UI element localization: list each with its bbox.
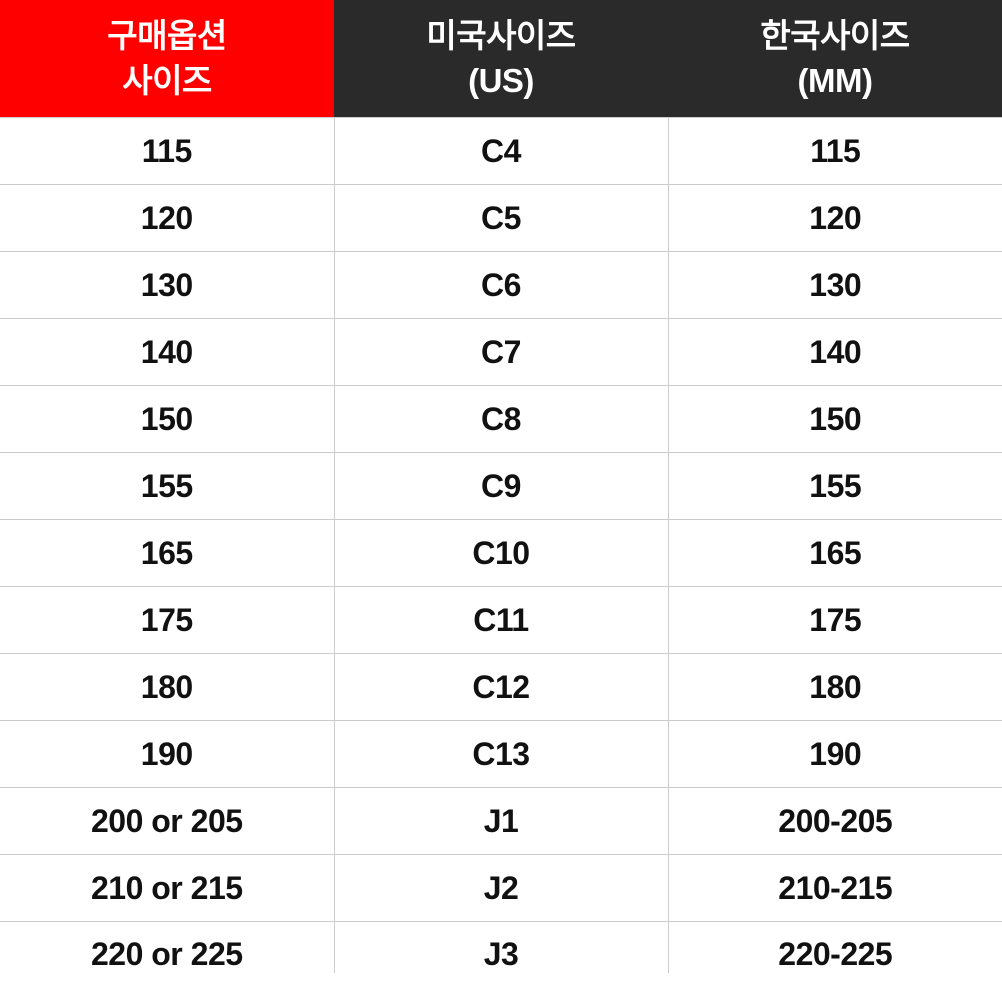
cell-kr: 120: [668, 185, 1002, 252]
cell-kr: 140: [668, 319, 1002, 386]
table-row: 180C12180: [0, 654, 1002, 721]
table-row: 155C9155: [0, 453, 1002, 520]
cell-option: 115: [0, 118, 334, 185]
cell-option: 120: [0, 185, 334, 252]
cell-kr: 165: [668, 520, 1002, 587]
header-kr-line2: (MM): [798, 62, 873, 99]
size-conversion-table: 구매옵션 사이즈 미국사이즈 (US) 한국사이즈 (MM) 115C41151…: [0, 0, 1002, 973]
table-row: 210 or 215J2210-215: [0, 855, 1002, 922]
table-body: 115C4115120C5120130C6130140C7140150C8150…: [0, 118, 1002, 974]
cell-us: C4: [334, 118, 668, 185]
cell-us: C5: [334, 185, 668, 252]
cell-option: 200 or 205: [0, 788, 334, 855]
table-row: 140C7140: [0, 319, 1002, 386]
cell-kr: 180: [668, 654, 1002, 721]
cell-us: C11: [334, 587, 668, 654]
cell-option: 190: [0, 721, 334, 788]
header-option-line1: 구매옵션: [107, 17, 226, 54]
cell-kr: 175: [668, 587, 1002, 654]
cell-us: C8: [334, 386, 668, 453]
table-header: 구매옵션 사이즈 미국사이즈 (US) 한국사이즈 (MM): [0, 0, 1002, 118]
table-row: 150C8150: [0, 386, 1002, 453]
cell-kr: 150: [668, 386, 1002, 453]
header-us-size: 미국사이즈 (US): [334, 0, 668, 118]
header-us-line1: 미국사이즈: [426, 17, 575, 54]
cell-us: J1: [334, 788, 668, 855]
cell-us: J2: [334, 855, 668, 922]
cell-kr: 220-225: [668, 922, 1002, 974]
header-option-line2: 사이즈: [122, 62, 212, 99]
cell-option: 130: [0, 252, 334, 319]
cell-us: C10: [334, 520, 668, 587]
cell-option: 220 or 225: [0, 922, 334, 974]
table-row: 115C4115: [0, 118, 1002, 185]
cell-kr: 190: [668, 721, 1002, 788]
cell-kr: 210-215: [668, 855, 1002, 922]
header-kr-size: 한국사이즈 (MM): [668, 0, 1002, 118]
table-row: 120C5120: [0, 185, 1002, 252]
cell-us: J3: [334, 922, 668, 974]
cell-option: 165: [0, 520, 334, 587]
cell-option: 155: [0, 453, 334, 520]
table-row: 175C11175: [0, 587, 1002, 654]
table-row: 190C13190: [0, 721, 1002, 788]
header-us-line2: (US): [468, 62, 534, 99]
cell-us: C6: [334, 252, 668, 319]
table-row: 165C10165: [0, 520, 1002, 587]
cell-kr: 200-205: [668, 788, 1002, 855]
cell-option: 150: [0, 386, 334, 453]
cell-us: C12: [334, 654, 668, 721]
cell-option: 140: [0, 319, 334, 386]
cell-us: C7: [334, 319, 668, 386]
cell-kr: 155: [668, 453, 1002, 520]
table-row: 200 or 205J1200-205: [0, 788, 1002, 855]
cell-us: C13: [334, 721, 668, 788]
header-option-size: 구매옵션 사이즈: [0, 0, 334, 118]
cell-kr: 115: [668, 118, 1002, 185]
header-kr-line1: 한국사이즈: [760, 17, 909, 54]
cell-option: 175: [0, 587, 334, 654]
cell-us: C9: [334, 453, 668, 520]
table-row: 130C6130: [0, 252, 1002, 319]
cell-kr: 130: [668, 252, 1002, 319]
cell-option: 210 or 215: [0, 855, 334, 922]
table-row: 220 or 225J3220-225: [0, 922, 1002, 974]
cell-option: 180: [0, 654, 334, 721]
